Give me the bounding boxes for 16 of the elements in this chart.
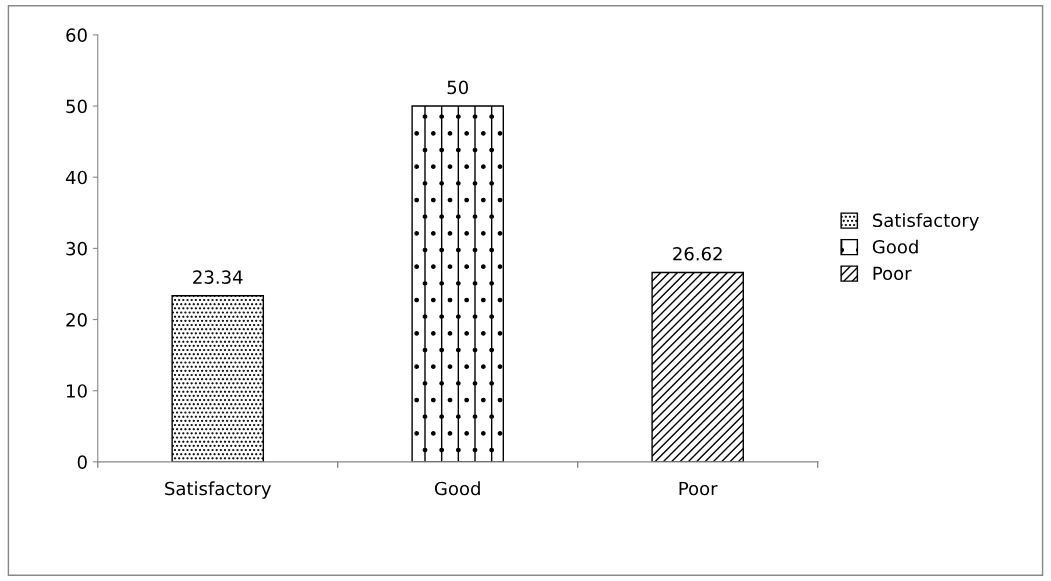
y-tick-label: 50 — [66, 99, 87, 114]
y-tick-label: 20 — [66, 313, 87, 327]
data-label: 50 — [447, 80, 468, 95]
x-tick-label: Good — [434, 481, 480, 496]
legend-label: Poor — [873, 266, 912, 281]
y-tick-label: 0 — [77, 455, 87, 470]
y-tick-label: 30 — [66, 241, 87, 256]
x-tick-label: Poor — [679, 481, 718, 496]
y-tick-label: 10 — [67, 384, 87, 398]
data-label: 26.62 — [673, 246, 722, 261]
legend-label: Good — [872, 239, 918, 254]
legend-label: Satisfactory — [873, 213, 979, 231]
data-label: 23.34 — [193, 270, 243, 284]
y-tick-label: 60 — [66, 28, 87, 42]
y-tick-label: 40 — [65, 170, 87, 185]
x-tick-label: Satisfactory — [165, 481, 271, 499]
